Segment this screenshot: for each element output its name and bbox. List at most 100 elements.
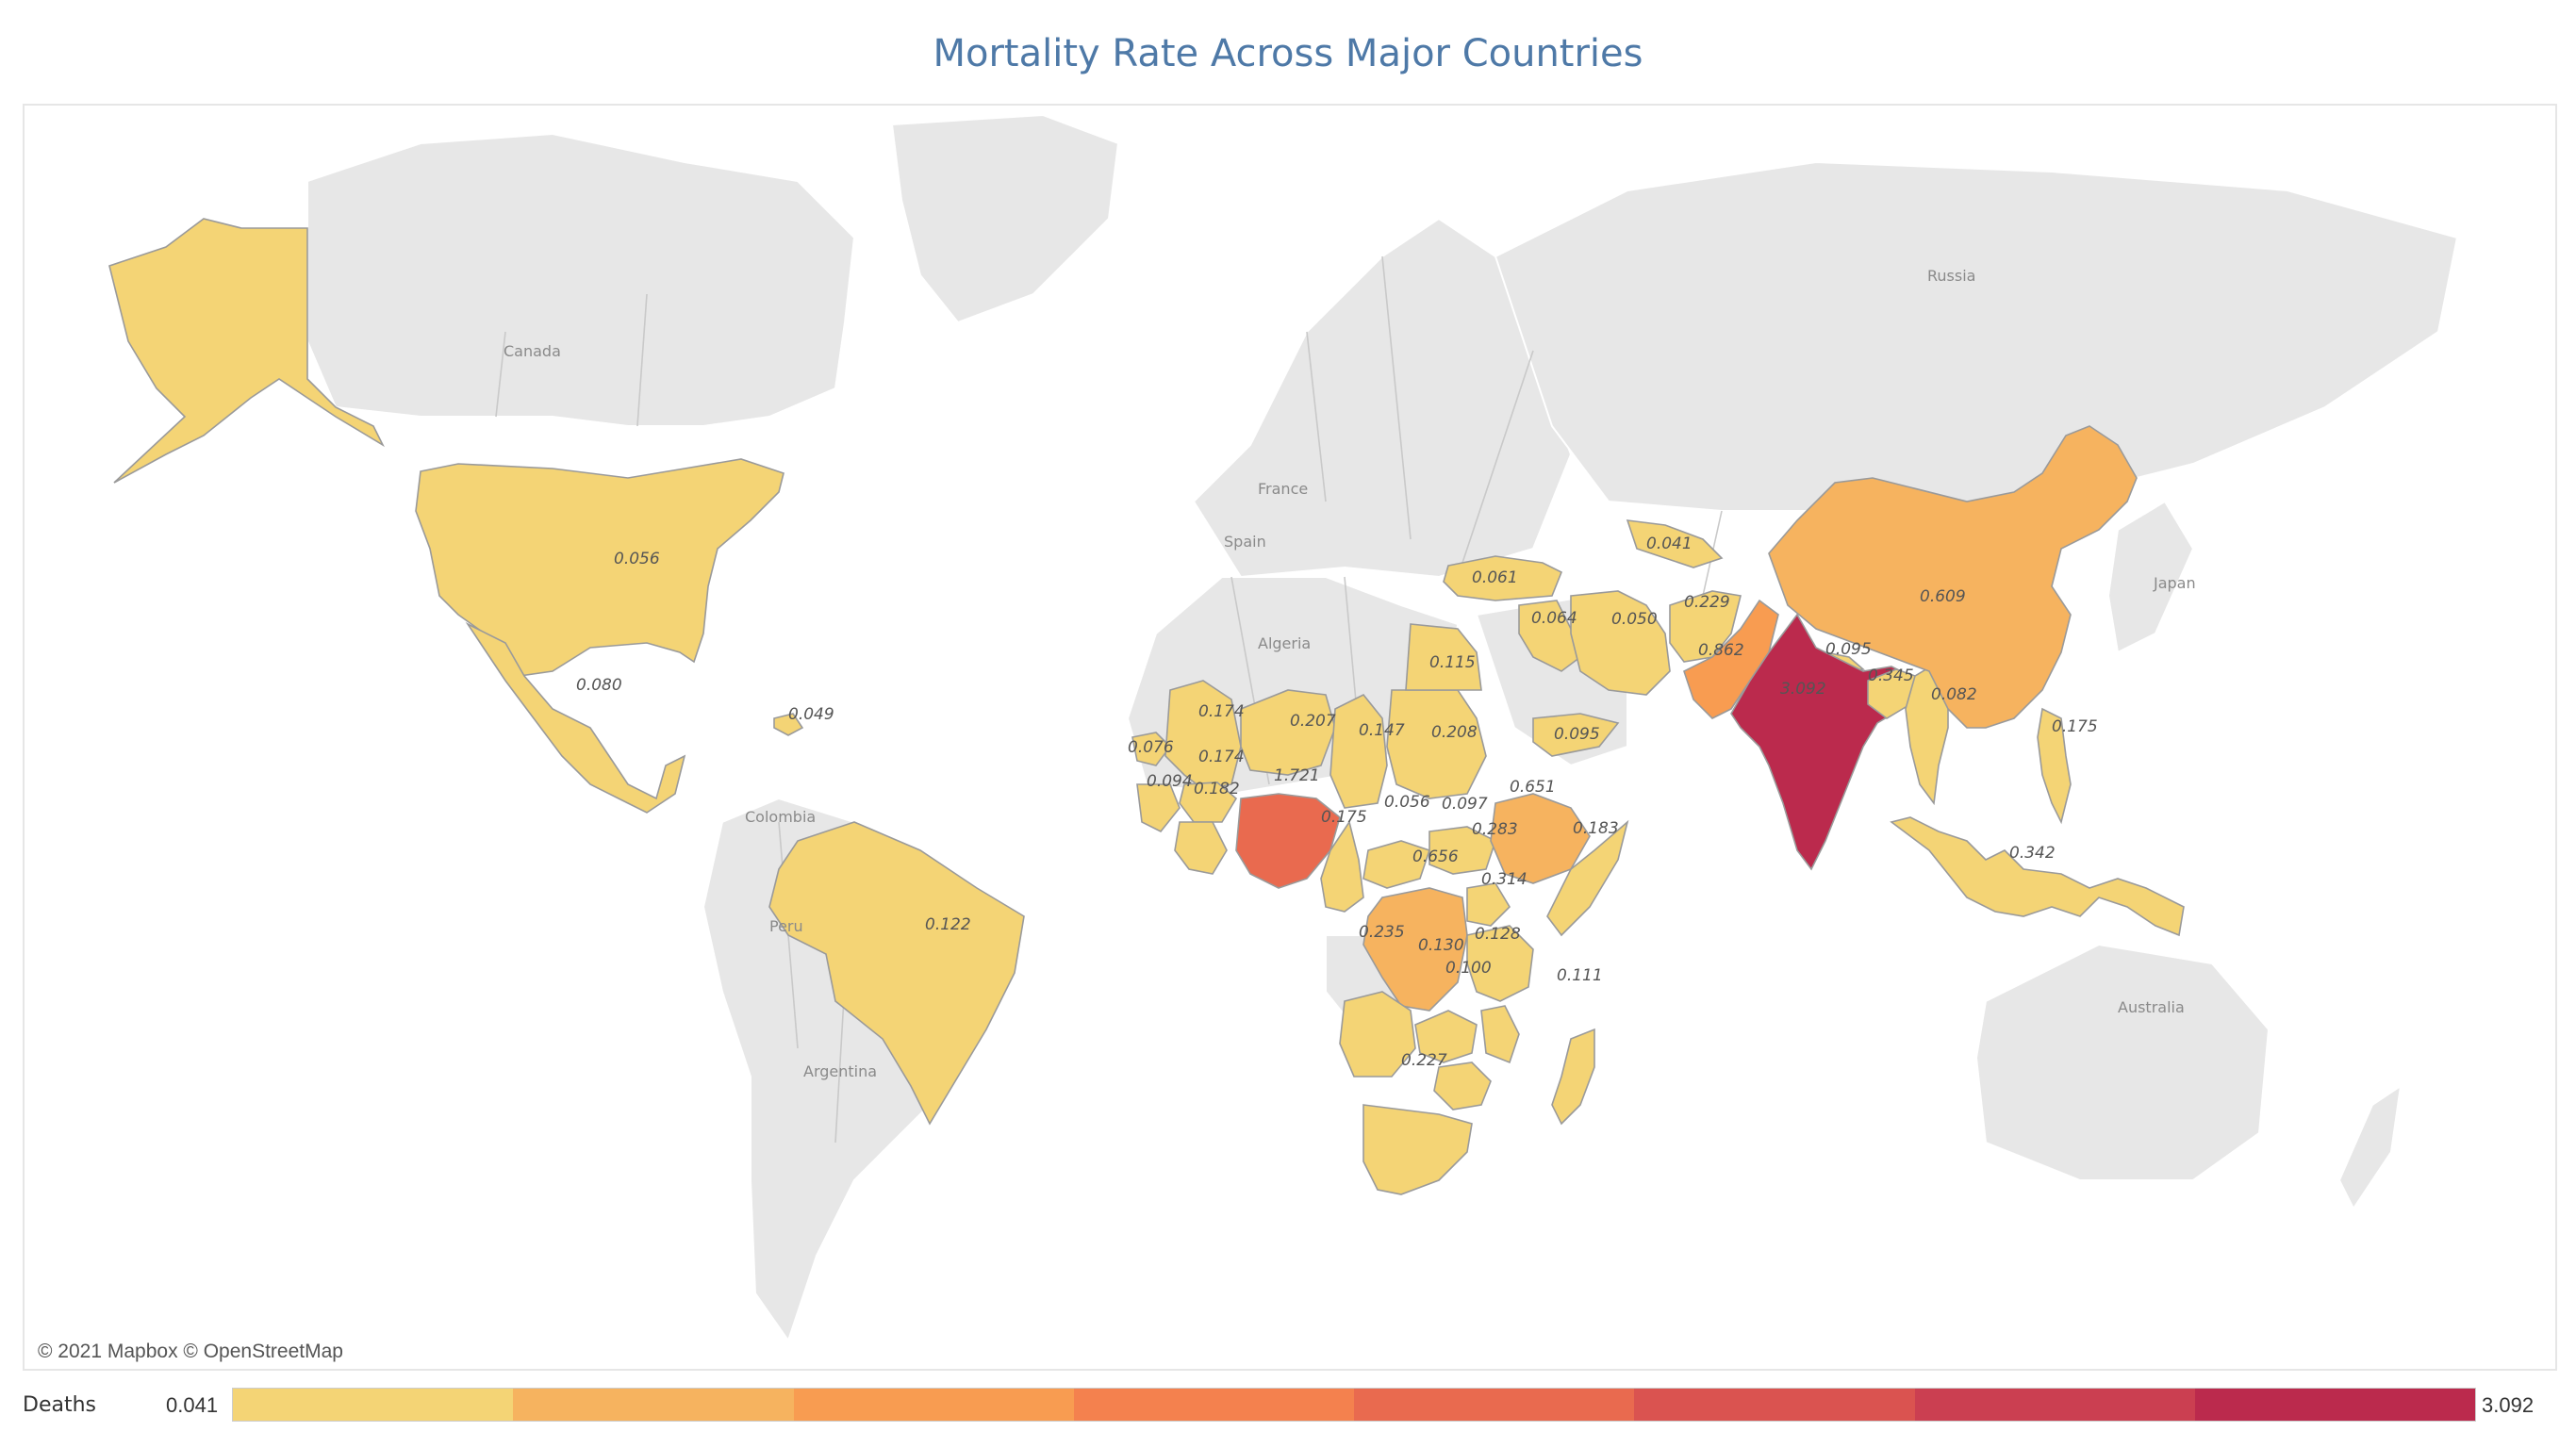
legend-step-3 [793, 1389, 1074, 1421]
value-label-turkey: 0.061 [1472, 568, 1518, 587]
legend-step-8 [2194, 1389, 2475, 1421]
country-sudan [1386, 689, 1487, 799]
country-zimbabwe [1433, 1061, 1492, 1111]
country-iran [1570, 590, 1671, 696]
country-malawi [1480, 1005, 1520, 1064]
value-label-zimbabwe: 0.100 [1445, 959, 1492, 978]
country-senegal [1131, 732, 1172, 766]
country-iraq [1518, 600, 1581, 672]
value-label-uganda: 0.283 [1472, 820, 1518, 839]
legend-step-6 [1634, 1389, 1915, 1421]
value-label-mexico: 0.080 [576, 676, 622, 695]
value-label-mali: 0.174 [1198, 702, 1245, 721]
value-label-india: 3.092 [1780, 680, 1826, 699]
legend-max-value: 3.092 [2482, 1393, 2535, 1417]
value-label-myanmar: 0.082 [1931, 685, 1977, 704]
country-zambia [1414, 1010, 1478, 1063]
value-label-haiti: 0.049 [788, 705, 834, 724]
japan-land [2106, 500, 2195, 654]
greenland-land [890, 113, 1120, 324]
map-canvas[interactable]: 0.056 0.080 0.049 0.122 0.061 0.041 0.06… [23, 104, 2557, 1371]
canada-land [306, 132, 856, 427]
legend-step-4 [1073, 1389, 1354, 1421]
value-label-ghana: 0.182 [1194, 780, 1240, 798]
world-map[interactable]: 0.056 0.080 0.049 0.122 0.061 0.041 0.06… [25, 106, 2555, 1369]
value-label-ethiopia: 0.651 [1510, 778, 1556, 797]
value-label-cameroon: 0.175 [1321, 808, 1367, 827]
legend-step-1 [233, 1389, 514, 1421]
value-label-tanzania: 0.314 [1481, 870, 1527, 889]
value-label-niger: 0.207 [1290, 712, 1336, 731]
value-label-iran: 0.050 [1611, 610, 1658, 629]
country-alaska [108, 218, 385, 484]
country-turkey [1443, 555, 1563, 601]
value-label-nigeria: 1.721 [1274, 766, 1320, 785]
value-label-china: 0.609 [1920, 587, 1966, 606]
legend-title: Deaths [23, 1393, 96, 1417]
place-label-layer: Russia Canada France Spain Algeria Japan… [504, 267, 2196, 1080]
map-attribution[interactable]: © 2021 Mapbox © OpenStreetMap [38, 1341, 343, 1362]
country-somalia [1546, 819, 1629, 937]
value-label-bangladesh: 0.345 [1868, 666, 1914, 685]
place-label-argentina: Argentina [803, 1062, 877, 1080]
country-chad [1329, 693, 1388, 809]
place-label-canada: Canada [504, 342, 561, 360]
country-ssudan [1428, 826, 1496, 875]
value-label-uzbekistan: 0.041 [1646, 535, 1693, 553]
country-car [1362, 840, 1431, 889]
country-indonesia [1890, 816, 2185, 937]
value-label-iraq: 0.064 [1531, 609, 1577, 628]
value-label-zambia: 0.130 [1418, 936, 1464, 955]
country-southafrica [1362, 1104, 1473, 1195]
value-label-burkina: 0.174 [1198, 748, 1245, 766]
legend-step-7 [1914, 1389, 2195, 1421]
country-uzbekistan [1626, 519, 1724, 568]
country-drc [1362, 887, 1468, 1012]
country-philippines [2037, 707, 2072, 825]
place-label-colombia: Colombia [745, 808, 816, 826]
value-label-pakistan: 0.862 [1698, 641, 1744, 660]
new-zealand-land [2337, 1083, 2403, 1210]
country-uganda [1466, 882, 1511, 927]
value-label-egypt: 0.115 [1429, 653, 1476, 672]
place-label-france: France [1258, 480, 1308, 498]
russia-land [1494, 160, 2459, 512]
value-label-usa: 0.056 [614, 550, 660, 568]
country-yemen [1532, 713, 1620, 757]
value-label-sudan: 0.208 [1431, 723, 1478, 742]
country-cameroon [1320, 820, 1364, 913]
country-egypt [1405, 623, 1482, 691]
place-label-algeria: Algeria [1258, 634, 1311, 652]
country-niger [1240, 689, 1336, 776]
place-label-japan: Japan [2153, 574, 2196, 592]
country-madagascar [1551, 1028, 1595, 1126]
country-china [1768, 425, 2138, 729]
legend-min-value: 0.041 [166, 1393, 219, 1417]
value-label-angola: 0.235 [1359, 923, 1405, 942]
country-afghanistan [1669, 590, 1742, 663]
value-label-drc: 0.656 [1412, 847, 1459, 866]
value-label-senegal: 0.076 [1128, 738, 1174, 757]
country-haiti [773, 713, 804, 736]
country-brazil [768, 821, 1025, 1126]
place-label-russia: Russia [1927, 267, 1975, 285]
country-mali [1164, 680, 1242, 790]
color-legend-bar [232, 1388, 2476, 1422]
value-label-layer: 0.056 0.080 0.049 0.122 0.061 0.041 0.06… [576, 535, 2098, 1070]
value-label-ssudan: 0.097 [1442, 795, 1488, 814]
legend-step-5 [1354, 1389, 1635, 1421]
value-label-somalia: 0.183 [1573, 819, 1619, 838]
country-guinea [1136, 783, 1181, 833]
value-label-yemen: 0.095 [1554, 725, 1600, 744]
country-mexico [465, 621, 686, 814]
value-label-southafrica: 0.227 [1401, 1051, 1447, 1070]
australia-land [1974, 943, 2271, 1181]
country-layer [108, 218, 2185, 1195]
value-label-car: 0.056 [1384, 793, 1430, 812]
place-label-peru: Peru [769, 917, 803, 935]
place-label-australia: Australia [2118, 998, 2185, 1016]
value-label-nepal: 0.095 [1825, 640, 1872, 659]
value-label-guinea: 0.094 [1147, 772, 1193, 791]
country-nigeria [1235, 793, 1341, 889]
value-label-afghanistan: 0.229 [1684, 593, 1730, 612]
